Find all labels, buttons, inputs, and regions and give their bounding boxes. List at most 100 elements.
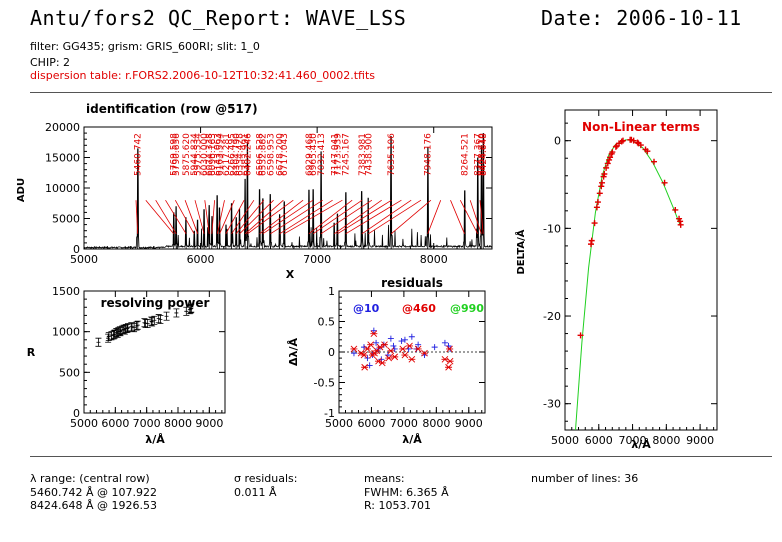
residuals-point — [445, 363, 453, 371]
identification-line-label: 7438.900 — [364, 133, 374, 176]
resolving-power-point — [105, 333, 112, 343]
residuals-xtick-label: 5000 — [325, 417, 353, 430]
residuals-point — [398, 338, 405, 345]
sigma-label: σ residuals: — [234, 472, 298, 485]
identification-ytick-label: 5000 — [52, 213, 80, 226]
residuals-point — [361, 363, 369, 371]
identification-line-label: 5769.598 — [170, 133, 180, 176]
resolving-power-point — [183, 306, 190, 316]
residuals-point — [415, 341, 422, 348]
non-linear-point — [588, 241, 595, 248]
resolving-power-point — [111, 329, 118, 339]
residuals-point — [364, 355, 371, 362]
residuals-point — [378, 359, 386, 367]
identification-marker — [361, 199, 412, 235]
resolving-power-point — [131, 323, 138, 333]
resolving-power-point — [155, 314, 162, 324]
resolving-power-point — [134, 320, 141, 330]
residuals-ytick-label: 1 — [328, 285, 335, 298]
footer-divider — [30, 456, 772, 457]
non-linear-point — [588, 237, 595, 244]
identification-line-label: 8264.521 — [461, 133, 471, 176]
identification-line-label: 6074.338 — [205, 133, 215, 176]
resolving-power-point — [151, 315, 158, 325]
identification-line-label: 6532.882 — [259, 133, 269, 176]
non-linear-point — [607, 154, 614, 161]
range-end: 8424.648 Å @ 1926.53 — [30, 499, 157, 512]
residuals-point — [441, 339, 448, 346]
residuals-xtick-label: 9000 — [455, 417, 483, 430]
identification-marker — [469, 200, 482, 234]
non-linear-point — [609, 149, 616, 156]
identification-line-label: 8424.648 — [479, 133, 489, 176]
sigma-value: 0.011 Å — [234, 486, 277, 499]
resolving_power-ytick-label: 0 — [73, 407, 80, 420]
resolving_power-frame — [83, 290, 226, 414]
range-label: λ range: (central row) — [30, 472, 150, 485]
identification-line-label: 8377.367 — [474, 133, 484, 176]
residuals-title: residuals — [381, 276, 443, 290]
identification-line-label: 6096.163 — [208, 133, 218, 176]
non_linear-ytick-label: -10 — [543, 222, 561, 235]
identification-marker — [219, 200, 235, 234]
residuals-point — [406, 342, 414, 350]
residuals-xtick-label: 8000 — [422, 417, 450, 430]
identification-ylabel: ADU — [16, 178, 27, 202]
non-linear-point — [596, 190, 603, 197]
identification-line-label: 6217.281 — [222, 133, 232, 176]
identification-line-label: 8408.210 — [477, 133, 487, 176]
non-linear-ylabel: DELTA/Å — [514, 229, 527, 274]
identification-line-label: 7147.041 — [330, 133, 340, 176]
non-linear-point — [603, 164, 610, 171]
resolving-power-point — [144, 319, 151, 328]
residuals-point — [363, 345, 371, 353]
identification-line-label: 7245.167 — [342, 133, 352, 176]
resolving-power-point — [141, 318, 148, 328]
residuals-point — [350, 350, 357, 357]
means-label: means: — [364, 472, 405, 485]
setup-line: filter: GG435; grism: GRIS_600RI; slit: … — [30, 40, 260, 53]
identification-line-label: 6402.246 — [244, 133, 254, 176]
resolving-power-point — [124, 323, 131, 333]
identification-line-label: 6304.790 — [232, 133, 242, 176]
residuals-point — [414, 345, 422, 353]
identification-marker — [459, 200, 479, 234]
identification-marker — [450, 200, 465, 234]
identification-line-label: 6030.000 — [200, 133, 210, 176]
residuals-ytick-label: -0.5 — [314, 377, 335, 390]
non-linear-point — [634, 139, 641, 146]
non-linear-point — [591, 220, 598, 227]
identification-line-label: 6598.953 — [266, 133, 276, 176]
residuals-ytick-label: 0 — [328, 346, 335, 359]
non_linear-xtick-label: 8000 — [652, 434, 680, 447]
resolving-power-point — [124, 323, 131, 333]
number-of-lines: number of lines: 36 — [531, 472, 639, 485]
non-linear-title: Non-Linear terms — [582, 120, 700, 134]
residuals-point — [360, 351, 368, 359]
resolving_power-ytick-label: 1000 — [52, 326, 80, 339]
non-linear-xlabel: λ/Å — [631, 438, 651, 451]
non-linear-point — [599, 179, 606, 186]
identification-marker — [279, 199, 333, 235]
resolving-power-point — [133, 321, 140, 331]
dispersion-table-line: dispersion table: r.FORS2.2006-10-12T10:… — [30, 69, 376, 82]
identification-marker — [244, 199, 284, 235]
residuals-ytick-label: 0.5 — [318, 316, 336, 329]
non_linear-xtick-label: 5000 — [551, 434, 579, 447]
residuals-point — [420, 349, 428, 357]
identification-marker — [259, 199, 304, 235]
identification-line-label: 6382.991 — [241, 133, 251, 176]
residuals-point — [350, 345, 358, 353]
identification-marker — [312, 199, 363, 235]
resolving-power-point — [110, 330, 117, 340]
residuals-point — [399, 345, 407, 353]
residuals-point — [446, 345, 454, 353]
resolving_power-xtick-label: 8000 — [164, 417, 192, 430]
residuals-point — [401, 336, 408, 343]
identification-marker — [174, 200, 195, 234]
residuals-point — [385, 354, 393, 362]
residuals-ylabel: Δλ/Å — [287, 338, 300, 366]
non_linear-ytick-label: 0 — [554, 135, 561, 148]
non-linear-point — [661, 179, 668, 186]
identification-ytick-label: 0 — [73, 243, 80, 256]
